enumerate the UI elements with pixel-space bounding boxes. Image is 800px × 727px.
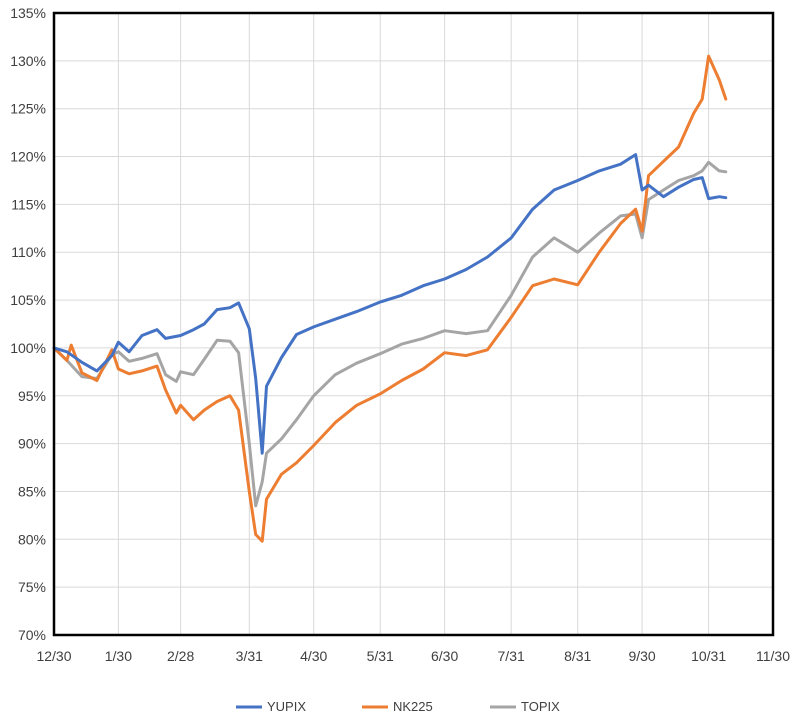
x-tick-label: 9/30 <box>628 648 655 664</box>
series-line-yupix <box>52 153 728 455</box>
y-tick-label: 120% <box>10 149 46 165</box>
x-tick-label: 2/28 <box>167 648 194 664</box>
y-tick-label: 105% <box>10 292 46 308</box>
x-tick-label: 10/31 <box>691 648 726 664</box>
y-tick-label: 70% <box>18 627 46 643</box>
x-tick-label: 12/30 <box>36 648 71 664</box>
grid-layer <box>53 12 774 636</box>
legend-label-topix: TOPIX <box>521 699 560 714</box>
x-tick-label: 11/30 <box>756 648 790 664</box>
plot-frame <box>52 11 775 637</box>
legend: YUPIX NK225 TOPIX <box>236 699 560 714</box>
y-tick-label: 110% <box>11 244 46 260</box>
y-tick-label: 75% <box>18 579 46 595</box>
y-tick-label: 90% <box>18 436 46 452</box>
y-tick-label: 130% <box>10 53 46 69</box>
x-tick-label: 1/30 <box>105 648 132 664</box>
y-tick-label: 85% <box>18 483 46 499</box>
x-tick-label: 6/30 <box>431 648 458 664</box>
x-tick-label: 7/31 <box>498 648 525 664</box>
series-layer <box>52 54 728 543</box>
y-tick-label: 100% <box>10 340 46 356</box>
y-tick-label: 95% <box>18 388 46 404</box>
x-tick-label: 8/31 <box>564 648 591 664</box>
x-axis-tick-labels: 12/30 1/30 2/28 3/31 4/30 5/31 6/30 7/31 8/31 9/3… <box>36 648 790 664</box>
x-tick-label: 5/31 <box>367 648 394 664</box>
y-tick-label: 135% <box>10 5 46 21</box>
x-tick-label: 3/31 <box>236 648 263 664</box>
series-line-topix <box>52 160 728 508</box>
x-tick-label: 4/30 <box>300 648 327 664</box>
y-axis-tick-labels: 70% 75% 80% 85% 90% 95% 100% 105% 110% 115% 120% 12… <box>10 5 46 643</box>
y-tick-label: 115% <box>11 196 46 212</box>
legend-label-nk225: NK225 <box>393 699 433 714</box>
y-tick-label: 80% <box>18 531 46 547</box>
series-line-nk225 <box>52 54 728 543</box>
y-tick-label: 125% <box>10 101 46 117</box>
legend-label-yupix: YUPIX <box>267 699 306 714</box>
